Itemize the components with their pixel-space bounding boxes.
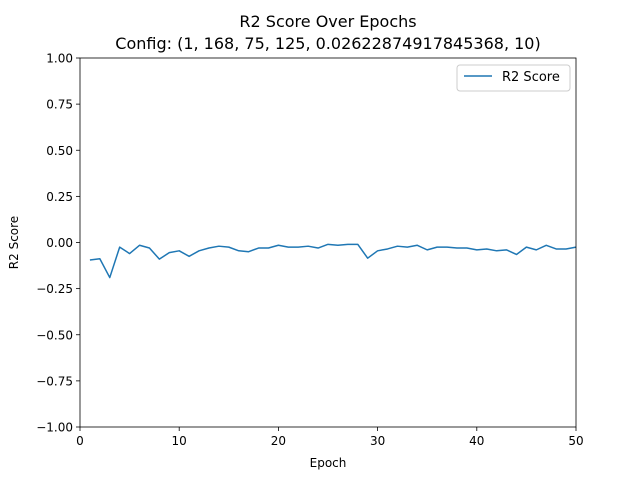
legend-box xyxy=(456,64,571,92)
x-tick-label: 0 xyxy=(76,434,84,448)
y-axis-label: R2 Score xyxy=(7,216,21,269)
plot-frame xyxy=(79,57,577,428)
y-tick-label: −0.50 xyxy=(36,328,73,342)
y-tick-label: −0.75 xyxy=(36,374,73,388)
x-tick-label: 20 xyxy=(271,434,286,448)
y-tick-label: 0.50 xyxy=(46,144,73,158)
x-tick-label: 30 xyxy=(370,434,385,448)
y-tick-label: 1.00 xyxy=(46,52,73,66)
chart-title: R2 Score Over Epochs xyxy=(239,12,416,31)
y-tick-label: 0.75 xyxy=(46,98,73,112)
y-tick-label: 0.25 xyxy=(46,190,73,204)
chart-subtitle: Config: (1, 168, 75, 125, 0.026228749178… xyxy=(115,34,540,53)
x-tick-label: 10 xyxy=(172,434,187,448)
x-tick-label: 50 xyxy=(568,434,583,448)
y-tick-label: 0.00 xyxy=(46,236,73,250)
y-tick-label: −0.25 xyxy=(36,282,73,296)
y-tick-label: −1.00 xyxy=(36,421,73,435)
x-axis-ticks: 0 10 20 30 40 50 xyxy=(76,427,584,448)
legend: R2 Score xyxy=(456,64,571,92)
y-axis-ticks: −1.00 −0.75 −0.50 −0.25 0.00 0.25 0.50 0.75 1.00 xyxy=(36,52,80,435)
x-axis-label: Epoch xyxy=(310,456,347,470)
x-tick-label: 40 xyxy=(469,434,484,448)
legend-label: R2 Score xyxy=(502,70,560,85)
r2-score-line xyxy=(89,243,577,279)
